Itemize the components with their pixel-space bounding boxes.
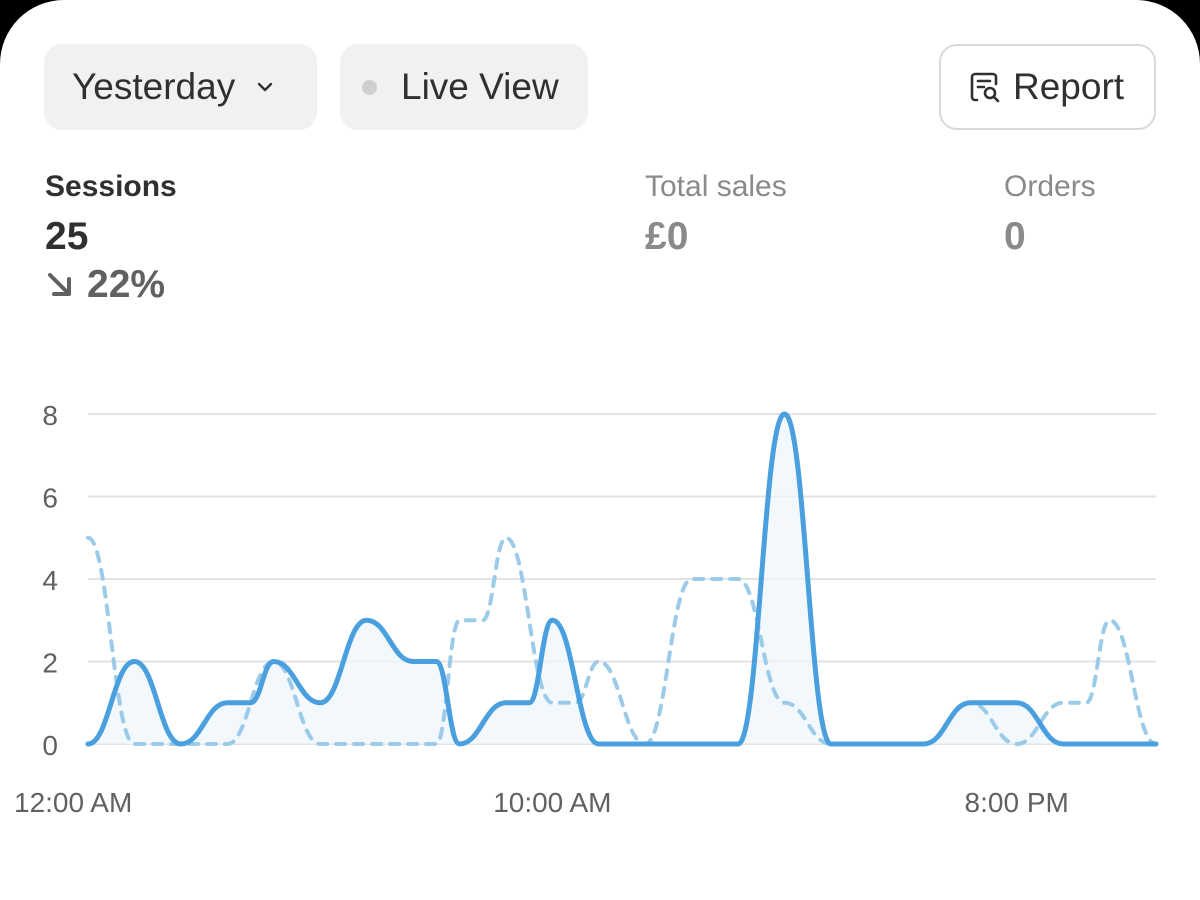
y-tick-label: 6 [42,483,58,514]
x-tick-label: 10:00 AM [493,787,611,818]
y-tick-label: 4 [42,565,58,596]
y-tick-label: 2 [42,648,58,679]
chevron-down-icon [253,75,277,99]
sessions-line-chart: 0 2 4 6 8 12:00 AM 10:00 AM 8:00 PM [14,400,1159,818]
sessions-change-value: 22% [87,263,166,306]
orders-value: 0 [1004,215,1026,258]
live-view-label: Live View [401,66,559,107]
x-tick-label: 12:00 AM [14,787,132,818]
report-label: Report [1013,66,1125,107]
total-sales-label: Total sales [645,170,787,203]
sessions-label: Sessions [45,170,177,203]
comparison-series-line [86,535,1158,747]
date-range-dropdown[interactable]: Yesterday [44,44,317,130]
status-dot-icon [362,79,377,95]
sessions-series-line [85,411,1159,747]
date-range-label: Yesterday [72,66,236,107]
total-sales-value: £0 [645,215,689,258]
x-tick-label: 8:00 PM [965,787,1069,818]
y-tick-label: 8 [42,400,58,431]
sessions-metric[interactable]: Sessions 25 22% [45,168,177,308]
sessions-change: 22% [45,262,177,308]
report-button[interactable]: Report [939,44,1156,130]
orders-metric[interactable]: Orders 0 [1004,168,1096,262]
arrow-down-right-icon [45,270,75,300]
sessions-area-fill [88,414,1156,744]
report-search-icon [967,69,1003,105]
orders-label: Orders [1004,170,1096,203]
live-view-button[interactable]: Live View [340,44,588,130]
y-tick-label: 0 [42,730,58,761]
sessions-value: 25 [45,215,89,258]
total-sales-metric[interactable]: Total sales £0 [645,168,787,262]
